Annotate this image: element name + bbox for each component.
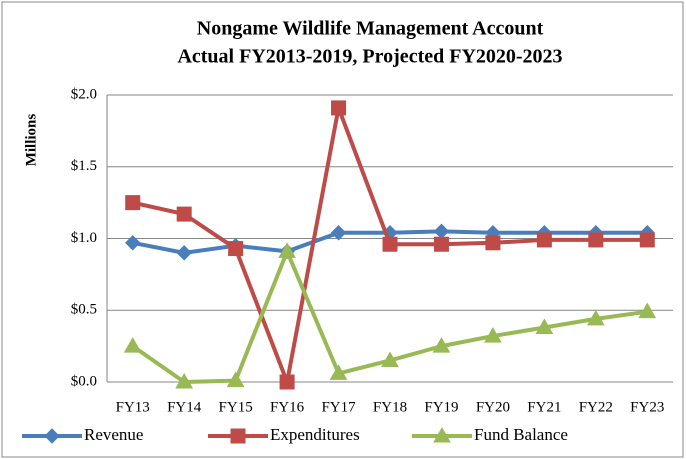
data-point: [331, 100, 347, 116]
legend-marker: [230, 428, 246, 444]
data-point: [484, 327, 502, 343]
data-point: [382, 236, 398, 252]
x-tick-label: FY16: [270, 399, 305, 415]
data-point: [639, 232, 655, 248]
x-tick-label: FY21: [527, 399, 561, 415]
data-point: [329, 364, 348, 380]
legend-marker: [433, 426, 451, 443]
data-point: [175, 372, 194, 389]
x-tick-label: FY17: [321, 399, 356, 415]
x-tick-label: FY23: [630, 399, 664, 415]
legend-label: Fund Balance: [474, 425, 568, 444]
data-point: [330, 225, 347, 241]
legend-marker: [44, 428, 60, 444]
data-point: [279, 374, 295, 390]
data-point: [485, 235, 501, 251]
y-tick-label: $0.0: [71, 373, 97, 389]
x-tick-label: FY20: [476, 399, 510, 415]
data-point: [432, 337, 451, 353]
x-tick-label: FY19: [424, 399, 458, 415]
data-point: [176, 245, 192, 261]
y-tick-label: $0.5: [71, 302, 97, 318]
data-point: [226, 371, 245, 388]
legend-label: Revenue: [84, 425, 143, 444]
chart-subtitle: Actual FY2013-2019, Projected FY2020-202…: [177, 46, 562, 68]
x-tick-label: FY18: [373, 399, 407, 415]
data-point: [586, 309, 605, 326]
data-point: [638, 302, 657, 319]
data-point: [125, 235, 141, 251]
x-tick-label: FY22: [579, 399, 613, 415]
data-point: [433, 236, 449, 252]
x-tick-label: FY14: [167, 399, 202, 415]
legend-label: Expenditures: [270, 425, 360, 444]
data-point: [123, 337, 142, 353]
data-point: [535, 318, 554, 334]
x-tick-label: FY15: [219, 399, 253, 415]
y-axis-label: Millions: [23, 114, 39, 167]
data-point: [381, 351, 399, 367]
y-tick-label: $1.0: [71, 230, 97, 246]
data-point: [176, 206, 192, 222]
x-tick-label: FY13: [116, 399, 150, 415]
y-tick-label: $2.0: [71, 86, 97, 102]
data-point: [278, 242, 296, 258]
data-point: [125, 195, 141, 211]
y-tick-label: $1.5: [71, 158, 97, 174]
data-point: [228, 241, 244, 257]
chart-title: Nongame Wildlife Management Account: [197, 18, 544, 40]
data-point: [536, 232, 552, 248]
data-point: [588, 232, 604, 248]
